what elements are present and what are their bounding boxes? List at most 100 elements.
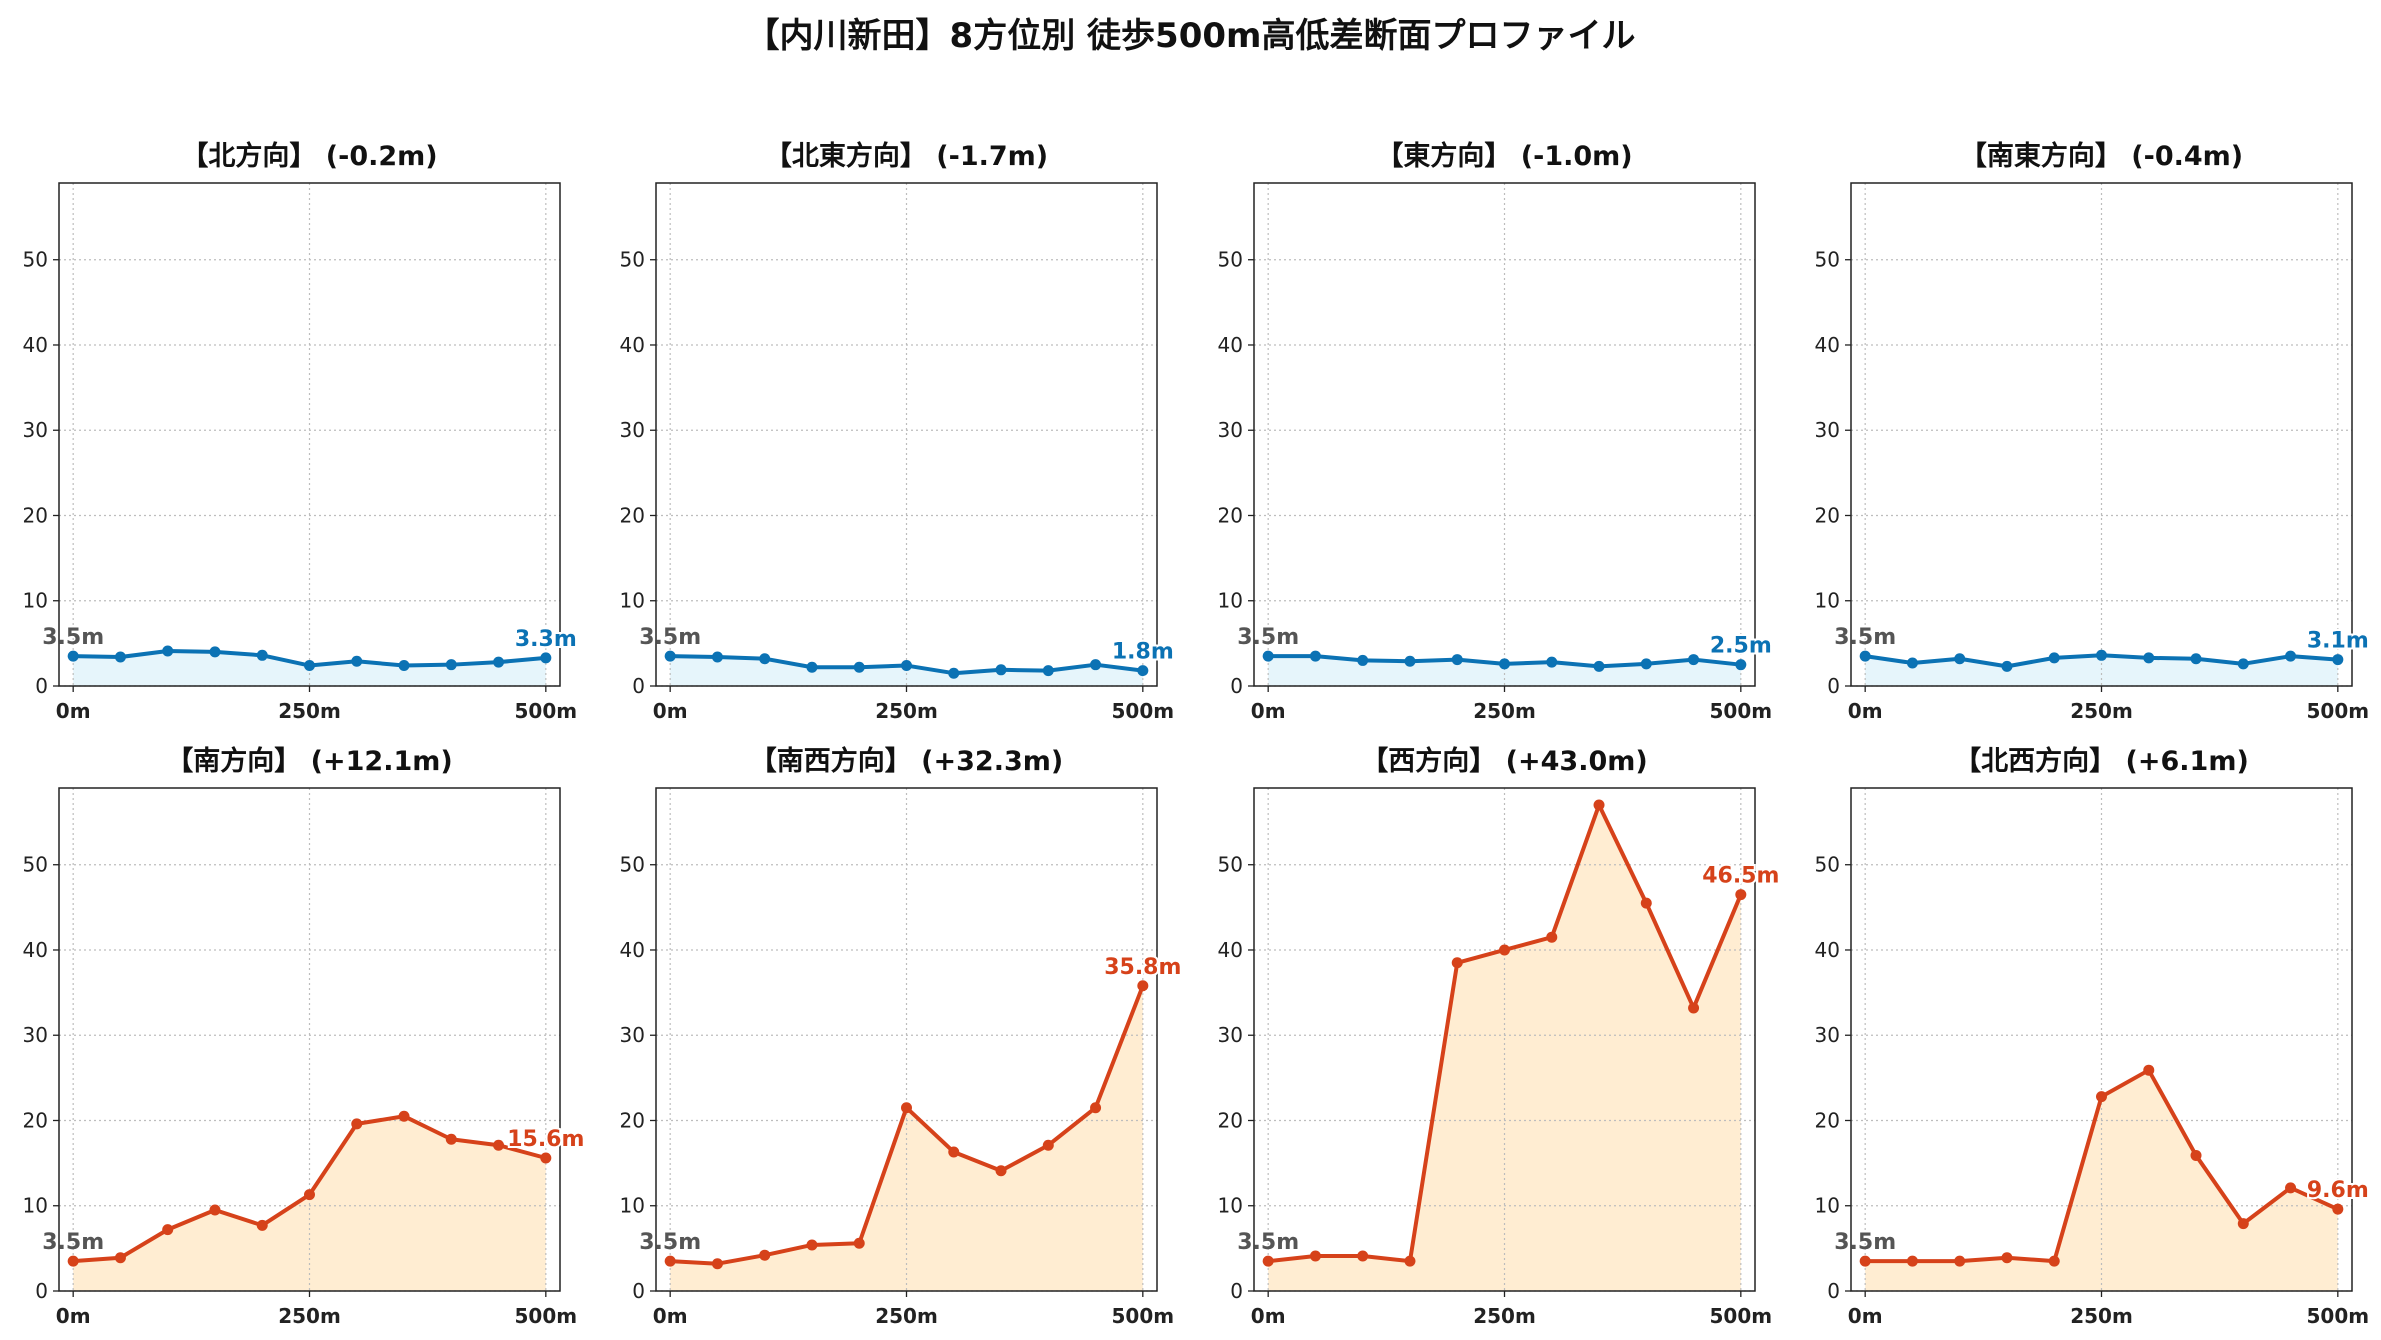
data-point [162, 645, 174, 657]
y-tick-label: 40 [1815, 938, 1840, 962]
panel-title: 【南東方向】 (-0.4m) [1960, 140, 2243, 172]
data-point [2285, 650, 2297, 662]
data-point [540, 652, 552, 664]
data-point [114, 651, 126, 663]
data-point [1546, 656, 1558, 668]
data-point [1357, 1250, 1369, 1262]
data-point [2096, 1091, 2107, 1103]
start-label: 3.5m [1237, 1230, 1299, 1255]
data-point [1640, 658, 1652, 670]
data-point [995, 1165, 1007, 1177]
y-tick-label: 50 [620, 248, 645, 272]
x-tick-label: 500m [515, 699, 578, 723]
data-point [948, 1146, 960, 1158]
y-tick-label: 30 [620, 418, 645, 442]
data-point [2190, 1149, 2202, 1161]
data-point [806, 661, 818, 673]
x-tick-label: 0m [1848, 1304, 1883, 1328]
x-tick-label: 250m [875, 1304, 938, 1328]
panel-title: 【西方向】 (+43.0m) [1361, 745, 1647, 777]
x-tick-label: 250m [278, 699, 341, 723]
y-tick-label: 20 [23, 503, 48, 527]
x-tick-label: 0m [56, 699, 91, 723]
data-point [1906, 657, 1918, 669]
x-tick-label: 250m [2070, 699, 2133, 723]
x-tick-label: 500m [1710, 699, 1773, 723]
data-point [1042, 665, 1054, 677]
y-tick-label: 30 [1218, 1023, 1243, 1047]
end-label: 35.8m [1104, 955, 1181, 980]
y-tick-label: 40 [620, 333, 645, 357]
data-point [1309, 650, 1321, 662]
data-point [1262, 1255, 1274, 1267]
data-point [2143, 1064, 2155, 1076]
data-point [1499, 658, 1510, 670]
y-tick-label: 20 [1815, 503, 1840, 527]
data-point [1859, 650, 1871, 662]
y-tick-label: 50 [23, 853, 48, 877]
data-point [1262, 650, 1274, 662]
data-point [2048, 652, 2060, 664]
y-tick-label: 50 [620, 853, 645, 877]
panel-title: 【南方向】 (+12.1m) [166, 745, 452, 777]
panel-title: 【北東方向】 (-1.7m) [765, 140, 1048, 172]
data-point [67, 1255, 79, 1267]
x-tick-label: 500m [1710, 1304, 1773, 1328]
data-point [901, 1102, 912, 1114]
x-tick-label: 0m [1848, 699, 1883, 723]
y-tick-label: 40 [23, 333, 48, 357]
data-point [2285, 1182, 2297, 1194]
data-point [806, 1239, 818, 1251]
data-point [1546, 931, 1558, 943]
data-point [2332, 654, 2344, 666]
data-point [304, 660, 315, 672]
end-label: 2.5m [1710, 634, 1772, 659]
y-tick-label: 10 [1218, 589, 1243, 613]
y-tick-label: 30 [620, 1023, 645, 1047]
y-tick-label: 0 [632, 1279, 645, 1303]
start-label: 3.5m [1237, 625, 1299, 650]
data-point [1090, 1102, 1102, 1114]
data-point [853, 1237, 865, 1249]
data-point [1735, 889, 1747, 901]
data-point [1309, 1250, 1321, 1262]
y-tick-label: 40 [1218, 333, 1243, 357]
data-point [1688, 654, 1700, 666]
main-title: 【内川新田】8方位別 徒歩500m高低差断面プロファイル [745, 16, 1636, 56]
data-point [1451, 957, 1463, 969]
start-label: 3.5m [639, 1230, 701, 1255]
data-point [209, 646, 221, 658]
y-tick-label: 0 [632, 674, 645, 698]
y-tick-label: 50 [1218, 248, 1243, 272]
data-point [304, 1189, 315, 1201]
data-point [759, 1249, 771, 1261]
y-tick-label: 30 [23, 1023, 48, 1047]
x-tick-label: 0m [1251, 699, 1286, 723]
y-tick-label: 30 [1218, 418, 1243, 442]
y-tick-label: 20 [1218, 1108, 1243, 1132]
y-tick-label: 0 [1827, 674, 1840, 698]
data-point [398, 1110, 410, 1122]
data-point [351, 655, 363, 667]
end-label: 9.6m [2307, 1178, 2369, 1203]
data-point [1954, 653, 1966, 665]
data-point [1859, 1255, 1871, 1267]
y-tick-label: 0 [1230, 674, 1243, 698]
data-point [2332, 1203, 2344, 1215]
y-tick-label: 50 [1815, 248, 1840, 272]
x-tick-label: 500m [1112, 1304, 1175, 1328]
data-point [901, 660, 912, 672]
y-tick-label: 40 [620, 938, 645, 962]
data-point [1954, 1255, 1966, 1267]
x-tick-label: 250m [278, 1304, 341, 1328]
x-tick-label: 0m [653, 1304, 688, 1328]
x-tick-label: 500m [515, 1304, 578, 1328]
y-tick-label: 40 [1218, 938, 1243, 962]
data-point [1593, 799, 1605, 811]
y-tick-label: 50 [1218, 853, 1243, 877]
y-tick-label: 20 [1815, 1108, 1840, 1132]
